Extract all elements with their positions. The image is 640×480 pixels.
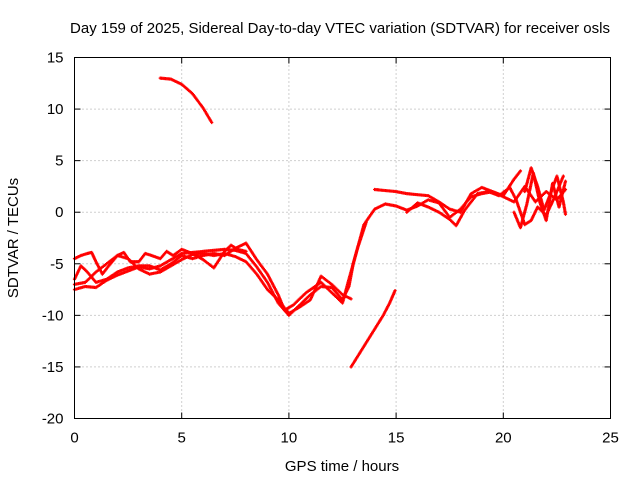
data-series-layer bbox=[72, 76, 568, 369]
data-point-marker bbox=[349, 297, 353, 301]
x-tick-label: 5 bbox=[178, 430, 186, 447]
y-tick-label: -15 bbox=[42, 359, 64, 376]
y-axis-label: SDTVAR / TECUs bbox=[5, 178, 22, 298]
axis-ticks bbox=[74, 57, 611, 419]
data-series bbox=[405, 174, 565, 228]
data-point-marker bbox=[393, 289, 397, 293]
y-tick-labels: 15 10 5 0 -5 -10 -15 -20 bbox=[42, 50, 64, 428]
chart-title: Day 159 of 2025, Sidereal Day-to-day VTE… bbox=[70, 20, 610, 37]
data-point-marker bbox=[563, 179, 568, 183]
data-point-marker bbox=[244, 249, 248, 254]
y-tick-label: 15 bbox=[47, 50, 64, 67]
x-axis-label: GPS time / hours bbox=[285, 458, 399, 475]
plot-frame bbox=[74, 57, 611, 419]
y-tick-label: -10 bbox=[42, 307, 64, 324]
x-tick-label: 20 bbox=[495, 430, 512, 447]
data-series bbox=[158, 76, 214, 125]
x-tick-label: 15 bbox=[388, 430, 405, 447]
data-point-marker bbox=[210, 120, 214, 125]
data-point-marker bbox=[518, 169, 523, 173]
x-tick-label: 0 bbox=[70, 430, 78, 447]
data-point-marker bbox=[364, 220, 368, 225]
x-tick-labels: 0 5 10 15 20 25 bbox=[70, 430, 619, 447]
x-tick-label: 10 bbox=[281, 430, 298, 447]
data-series bbox=[349, 289, 397, 369]
y-tick-label: 5 bbox=[55, 153, 63, 170]
y-tick-label: -5 bbox=[50, 256, 63, 273]
grid-lines bbox=[74, 57, 611, 419]
y-tick-label: 10 bbox=[47, 101, 64, 118]
data-series bbox=[72, 251, 353, 315]
x-tick-label: 25 bbox=[602, 430, 619, 447]
data-series bbox=[523, 166, 568, 216]
y-tick-label: -20 bbox=[42, 411, 64, 428]
data-point-marker bbox=[561, 174, 565, 178]
data-point-marker bbox=[563, 212, 568, 216]
y-tick-label: 0 bbox=[55, 204, 63, 221]
